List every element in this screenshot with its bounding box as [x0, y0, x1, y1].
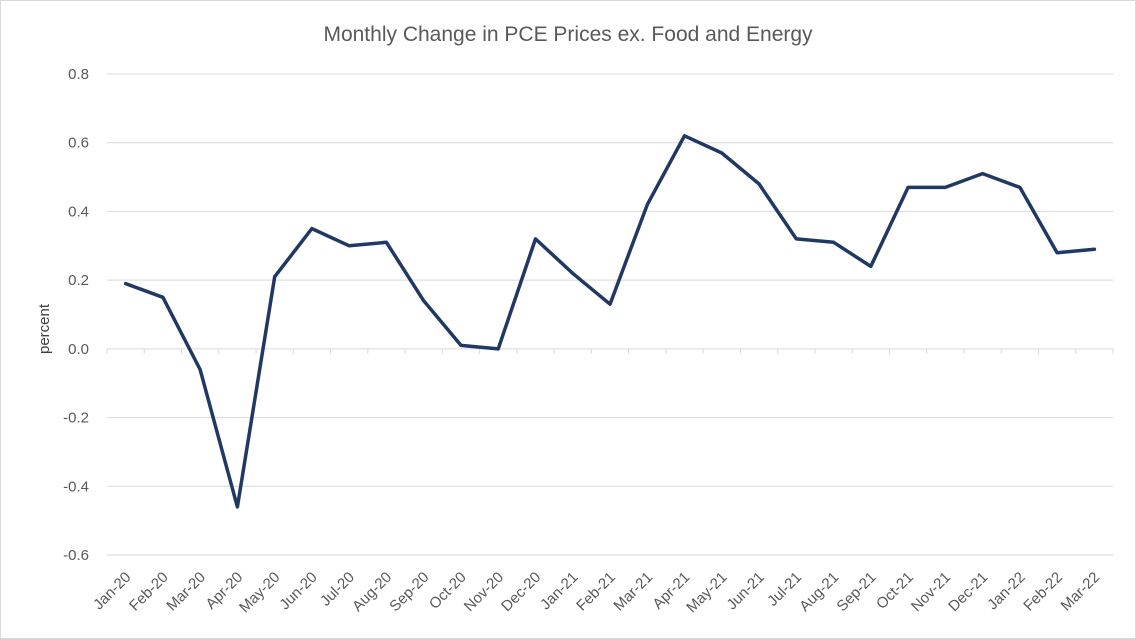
x-tick-label: Sep-20	[386, 569, 432, 615]
x-tick-label: Nov-20	[461, 569, 507, 615]
y-axis-ticks: 0.8 0.6 0.4 0.2 0.0 -0.2 -0.4 -0.6	[63, 66, 89, 564]
x-tick-label: Jun-21	[723, 569, 767, 613]
x-tick-label: Feb-22	[1020, 569, 1066, 615]
x-axis-ticks: Jan-20Feb-20Mar-20Apr-20May-20Jun-20Jul-…	[90, 569, 1103, 616]
x-tick-label: Dec-21	[945, 569, 991, 615]
y-tick-label: 0.8	[68, 66, 89, 83]
y-tick-label: -0.4	[63, 478, 89, 495]
y-tick-label: -0.2	[63, 410, 89, 427]
chart-title: Monthly Change in PCE Prices ex. Food an…	[323, 23, 813, 46]
x-tick-label: Jan-20	[90, 569, 134, 613]
series-line	[123, 134, 1097, 509]
x-tick-label: Mar-20	[163, 569, 209, 615]
x-tick-label: Sep-21	[833, 569, 879, 615]
x-tick-label: May-21	[683, 569, 730, 616]
x-tick-label: Feb-21	[573, 569, 619, 615]
x-tick-label: May-20	[236, 569, 283, 616]
y-tick-label: 0.4	[68, 203, 89, 220]
x-tick-label: Jan-22	[984, 569, 1028, 613]
y-axis-title: percent	[36, 303, 53, 354]
x-tick-label: Aug-20	[349, 569, 395, 615]
x-tick-label: Nov-21	[908, 569, 954, 615]
y-tick-label: 0.2	[68, 272, 89, 289]
x-tick-label: Mar-22	[1058, 569, 1104, 615]
y-tick-label: 0.6	[68, 135, 89, 152]
x-tick-label: Jan-21	[537, 569, 581, 613]
x-tick-label: Feb-20	[126, 569, 172, 615]
x-tick-label: Jun-20	[276, 569, 320, 613]
x-tick-label: Aug-21	[796, 569, 842, 615]
x-tick-label: Mar-21	[610, 569, 656, 615]
y-tick-label: 0.0	[68, 341, 89, 358]
gridlines	[106, 73, 1114, 556]
y-tick-label: -0.6	[63, 547, 89, 564]
x-tick-label: Dec-20	[498, 569, 544, 615]
series-layer	[123, 134, 1097, 509]
